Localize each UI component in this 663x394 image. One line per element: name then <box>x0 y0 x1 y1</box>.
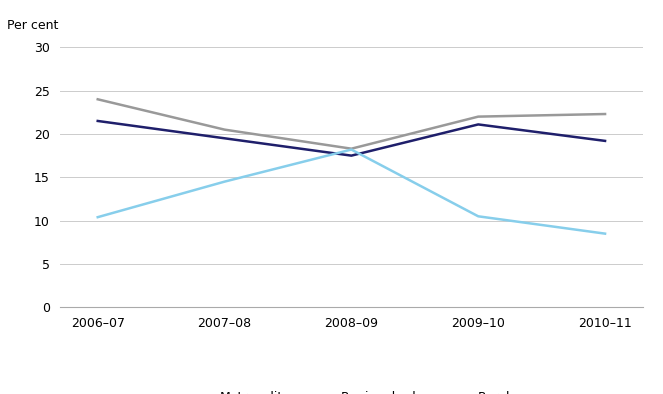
Text: Per cent: Per cent <box>7 19 58 32</box>
Metropolitan <box>601 139 609 143</box>
Line: Rural: Rural <box>97 150 605 234</box>
Legend: Metropolitan, Regional urban, Rural: Metropolitan, Regional urban, Rural <box>187 387 516 394</box>
Regional urban <box>474 114 482 119</box>
Line: Metropolitan: Metropolitan <box>97 121 605 156</box>
Regional urban <box>601 112 609 116</box>
Metropolitan <box>474 122 482 127</box>
Line: Regional urban: Regional urban <box>97 99 605 149</box>
Metropolitan <box>347 153 355 158</box>
Rural <box>474 214 482 219</box>
Regional urban <box>221 127 229 132</box>
Metropolitan <box>93 119 101 123</box>
Regional urban <box>93 97 101 102</box>
Regional urban <box>347 146 355 151</box>
Rural <box>601 231 609 236</box>
Metropolitan <box>221 136 229 141</box>
Rural <box>93 215 101 219</box>
Rural <box>221 179 229 184</box>
Rural <box>347 147 355 152</box>
